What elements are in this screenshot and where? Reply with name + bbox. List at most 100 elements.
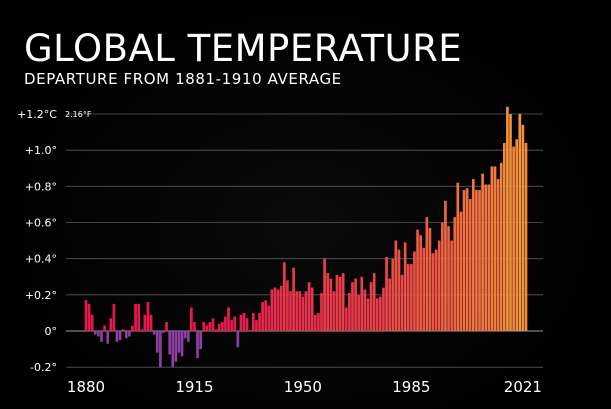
- bar-2015: [502, 142, 506, 331]
- bar-1929: [236, 331, 240, 348]
- bar-2021: [521, 124, 525, 331]
- bar-1978: [388, 278, 391, 331]
- bar-1999: [453, 217, 457, 331]
- bar-2003: [465, 188, 469, 331]
- bar-1898: [140, 329, 144, 331]
- bar-2017: [509, 114, 512, 331]
- bar-1953: [310, 287, 314, 331]
- chart-title: GLOBAL TEMPERATURE: [24, 27, 463, 70]
- bar-1983: [403, 242, 407, 331]
- bar-2000: [456, 182, 460, 331]
- chart-subtitle: DEPARTURE FROM 1881-1910 AVERAGE: [24, 70, 342, 88]
- bar-2010: [487, 184, 491, 331]
- bar-1955: [317, 312, 320, 331]
- bar-1993: [434, 249, 438, 332]
- y-tick-label: -0.2°: [30, 361, 57, 374]
- bar-2014: [499, 162, 503, 331]
- bar-1931: [242, 312, 246, 331]
- bar-1998: [450, 240, 453, 331]
- y-tick-label: +0.6°: [25, 217, 57, 230]
- bar-1916: [196, 331, 199, 359]
- bar-1997: [447, 226, 450, 331]
- bar-1938: [264, 300, 268, 331]
- bar-1971: [366, 298, 370, 331]
- bar-1945: [286, 280, 289, 331]
- bar-2006: [475, 189, 478, 331]
- bar-1900: [146, 302, 150, 331]
- bar-1954: [313, 314, 317, 331]
- bar-1927: [230, 320, 233, 331]
- bar-1942: [276, 289, 280, 331]
- bar-1892: [121, 329, 125, 331]
- bar-1965: [348, 293, 351, 331]
- x-tick-label: 1985: [392, 378, 430, 396]
- bar-1914: [190, 307, 193, 331]
- bar-1950: [301, 296, 305, 331]
- bar-1984: [406, 264, 410, 331]
- bar-1917: [199, 331, 202, 350]
- bar-1922: [214, 329, 218, 331]
- bar-1919: [205, 325, 209, 331]
- bar-1974: [375, 298, 379, 331]
- y-tick-label: +0.8°: [25, 180, 57, 193]
- bar-1882: [90, 314, 94, 331]
- bar-1979: [391, 258, 395, 331]
- bar-1968: [357, 294, 360, 331]
- bar-1899: [143, 314, 147, 331]
- bar-1947: [292, 267, 295, 331]
- bar-1987: [416, 229, 419, 331]
- bar-1904: [159, 331, 162, 368]
- bar-2016: [506, 106, 509, 332]
- bar-1946: [289, 291, 292, 331]
- bar-2002: [462, 189, 466, 331]
- bar-1888: [109, 318, 113, 331]
- bar-1995: [441, 222, 444, 331]
- bar-1901: [149, 314, 153, 331]
- bar-1905: [162, 331, 165, 333]
- bar-2007: [478, 189, 481, 331]
- bar-1972: [369, 282, 373, 331]
- bar-1952: [307, 282, 311, 331]
- bar-1895: [131, 325, 134, 331]
- bar-1925: [224, 316, 227, 331]
- y-tick-label: +0.2°: [25, 289, 57, 302]
- bar-1991: [428, 227, 432, 331]
- bar-1915: [193, 321, 196, 331]
- bar-1891: [118, 331, 122, 341]
- bar-2005: [471, 179, 475, 331]
- y-tick-label: 0°: [45, 325, 58, 338]
- bar-1930: [239, 314, 243, 331]
- bar-1921: [211, 318, 215, 331]
- bar-1918: [202, 321, 206, 331]
- bar-2013: [496, 179, 500, 331]
- bar-1933: [248, 331, 252, 332]
- bar-1881: [87, 303, 91, 332]
- bar-1988: [419, 235, 422, 331]
- bar-1897: [137, 303, 140, 332]
- x-tick-label: 2021: [504, 378, 542, 396]
- bar-1907: [168, 331, 171, 355]
- bar-1893: [124, 331, 128, 339]
- bar-1911: [180, 331, 184, 357]
- bar-1939: [267, 305, 271, 331]
- bar-1990: [425, 217, 429, 331]
- bar-1966: [351, 282, 354, 331]
- bar-2004: [468, 198, 472, 331]
- bar-2011: [490, 166, 494, 331]
- bar-1924: [221, 321, 224, 331]
- bar-1960: [332, 291, 336, 331]
- bar-1926: [227, 307, 230, 331]
- y-tick-alt-label: 2.16°F: [65, 110, 92, 119]
- bar-2020: [518, 114, 522, 331]
- y-tick-label: +1.2°C: [17, 108, 57, 121]
- bar-1949: [298, 291, 302, 331]
- bar-1964: [344, 307, 348, 331]
- bar-2008: [481, 173, 484, 331]
- x-tick-label: 1950: [284, 378, 322, 396]
- bar-1957: [323, 258, 326, 331]
- bar-1936: [258, 312, 261, 331]
- bar-1961: [335, 274, 339, 331]
- bar-1981: [397, 249, 401, 332]
- bar-1910: [177, 331, 181, 353]
